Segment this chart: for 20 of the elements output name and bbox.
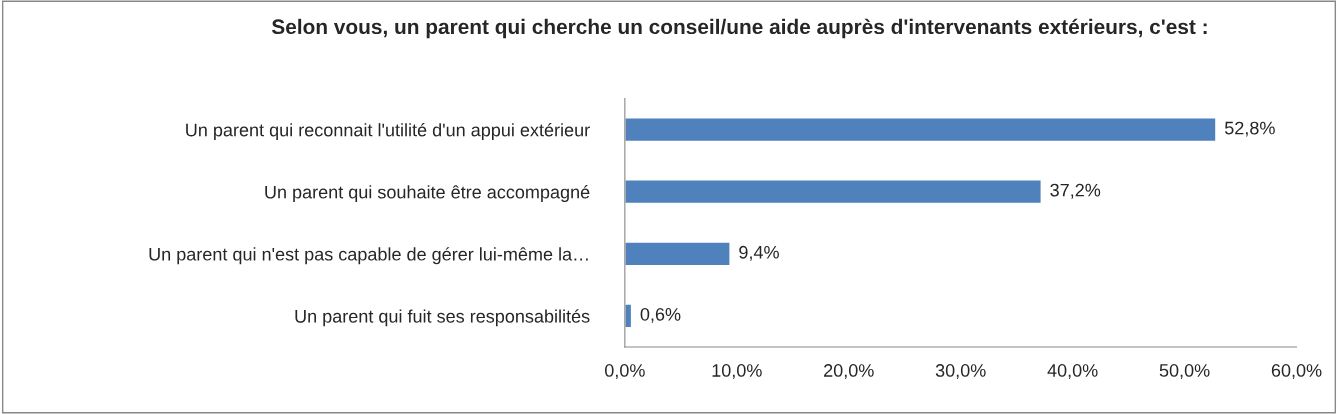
x-tick-label: 50,0%: [1159, 364, 1210, 379]
x-tick-label: 0,0%: [604, 364, 645, 379]
x-tick-label: 20,0%: [824, 364, 874, 379]
y-tick-label: Un parent qui reconnait l'utilité d'un appui extérieur: [186, 122, 590, 140]
bar: [624, 241, 731, 267]
x-tick-label: 10,0%: [712, 364, 762, 379]
data-label: 9,4%: [739, 245, 779, 261]
y-tick-label: Un parent qui fuit ses responsabilités: [295, 309, 590, 327]
bar: [624, 117, 1217, 143]
x-tick-label: 60,0%: [1271, 364, 1322, 379]
chart-title: Selon vous, un parent qui cherche un conseil/une aide auprès d'intervenants extérieurs, c'est :: [271, 18, 1207, 39]
data-label: 52,8%: [1224, 121, 1275, 137]
y-tick-label: Un parent qui n'est pas capable de gérer lui-même la…: [149, 247, 588, 265]
y-tick-label: Un parent qui souhaite être accompagné: [265, 185, 590, 203]
bar: [624, 179, 1042, 205]
bar: [624, 303, 633, 329]
data-label: 0,6%: [640, 307, 681, 323]
x-tick-label: 40,0%: [1047, 364, 1098, 379]
x-tick-label: 30,0%: [935, 364, 986, 379]
data-label: 37,2%: [1050, 183, 1101, 199]
